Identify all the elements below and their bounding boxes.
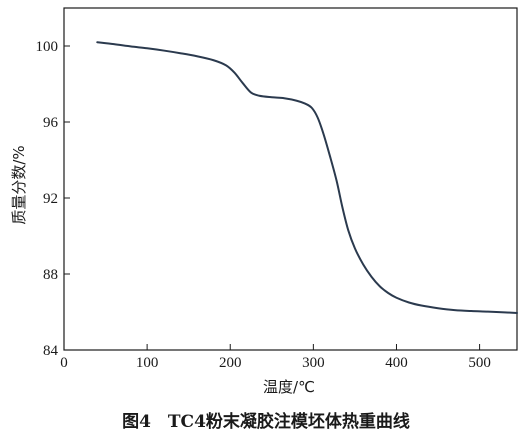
y-tick-label: 92: [43, 191, 58, 207]
y-tick-label: 96: [43, 115, 59, 131]
y-tick-label: 100: [36, 39, 59, 55]
y-tick-label: 84: [43, 343, 59, 359]
x-tick-label: 300: [302, 355, 325, 371]
plot-frame: [63, 7, 518, 351]
figure-caption: 图4 TC4粉末凝胶注模坯体热重曲线: [122, 411, 410, 432]
x-tick-label: 500: [468, 355, 491, 371]
x-tick-label: 0: [60, 355, 68, 371]
x-tick-label: 200: [219, 355, 242, 371]
x-tick-label: 400: [385, 355, 408, 371]
plot-border: [63, 7, 518, 351]
y-tick-label: 88: [43, 267, 58, 283]
series-layer: [96, 41, 518, 314]
x-axis-label: 温度/℃: [263, 378, 315, 396]
y-axis-ticks: 84 88 92 96 100: [36, 39, 70, 359]
x-axis-ticks: 0 100 200 300 400 500: [60, 344, 491, 371]
x-tick-label: 100: [136, 355, 159, 371]
y-axis-label: 质量分数/%: [10, 145, 28, 224]
mass-fraction-curve: [96, 41, 518, 314]
